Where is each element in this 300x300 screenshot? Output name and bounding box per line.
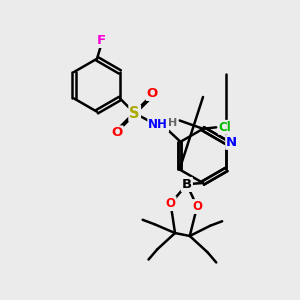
- Text: O: O: [192, 200, 202, 213]
- Text: O: O: [147, 87, 158, 100]
- Text: O: O: [166, 197, 176, 210]
- Text: S: S: [129, 106, 140, 121]
- Text: Cl: Cl: [219, 121, 232, 134]
- Text: F: F: [97, 34, 106, 47]
- Text: H: H: [168, 118, 178, 128]
- Text: B: B: [182, 178, 192, 191]
- Text: NH: NH: [148, 118, 168, 131]
- Text: N: N: [226, 136, 237, 149]
- Text: O: O: [111, 126, 123, 140]
